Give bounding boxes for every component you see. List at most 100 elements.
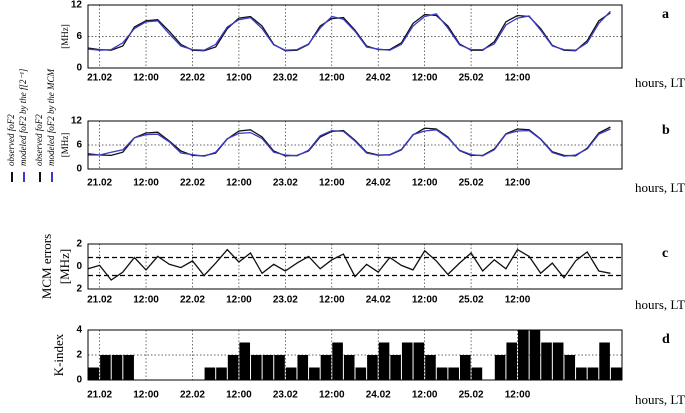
data-line <box>87 248 611 281</box>
panel-label: a <box>662 7 669 22</box>
x-tick-label: 12:00 <box>133 390 159 401</box>
y-axis-label: K-index <box>51 333 66 376</box>
y-tick-label: 0 <box>76 164 82 175</box>
bar <box>367 355 378 380</box>
plot-frame <box>87 4 623 69</box>
x-tick-label: 24.02 <box>366 178 391 189</box>
x-tick-label: 12:00 <box>319 73 345 84</box>
bar <box>227 355 239 380</box>
bar <box>390 355 401 380</box>
bar <box>459 355 471 380</box>
x-tick-label: 12:00 <box>226 390 252 401</box>
y-tick-label: 12 <box>71 116 83 127</box>
data-line <box>87 126 611 157</box>
x-tick-label: 22.02 <box>180 390 205 401</box>
y-tick-label: 2 <box>76 284 82 295</box>
x-tick-label: 24.02 <box>366 390 391 401</box>
plot-frame <box>87 120 623 170</box>
x-tick-label: 25.02 <box>459 390 484 401</box>
bar <box>576 367 587 380</box>
bar <box>518 330 529 380</box>
bar <box>100 355 111 380</box>
y-tick-label: 6 <box>76 31 82 42</box>
x-tick-label: 24.02 <box>366 73 391 84</box>
panel-label: b <box>662 123 670 138</box>
y-tick-label: 12 <box>71 0 83 11</box>
x-tick-label: 21.02 <box>87 390 112 401</box>
bar <box>320 355 332 380</box>
x-tick-label: 22.02 <box>180 178 205 189</box>
y-tick-label: 0 <box>76 261 82 272</box>
x-tick-label: 23.02 <box>273 390 298 401</box>
bar <box>332 342 343 380</box>
bar <box>251 355 262 380</box>
bar <box>494 355 506 380</box>
y-axis-label: [MHz] <box>57 249 72 284</box>
bar <box>448 367 459 380</box>
bar <box>413 342 425 380</box>
plot-frame <box>87 243 623 290</box>
bar <box>343 355 355 380</box>
x-tick-label: 23.02 <box>273 73 298 84</box>
x-tick-label: 12:00 <box>226 295 252 306</box>
x-tick-label: 12:00 <box>505 295 531 306</box>
x-axis-label: hours, LT <box>635 180 685 195</box>
x-tick-label: 25.02 <box>459 295 484 306</box>
y-tick-label: 6 <box>76 140 82 151</box>
data-line <box>87 12 611 52</box>
x-tick-label: 23.02 <box>273 178 298 189</box>
y-tick-label: 0 <box>76 63 82 74</box>
x-tick-label: 12:00 <box>505 178 531 189</box>
x-tick-label: 21.02 <box>87 178 112 189</box>
bar <box>309 367 320 380</box>
bar <box>88 367 100 380</box>
bar <box>471 367 483 380</box>
y-tick-label: 4 <box>76 325 82 336</box>
x-tick-label: 12:00 <box>505 390 531 401</box>
bar <box>355 367 367 380</box>
panel-label: d <box>662 332 670 347</box>
x-tick-label: 12:00 <box>412 390 438 401</box>
x-tick-label: 22.02 <box>180 295 205 306</box>
x-tick-label: 12:00 <box>505 73 531 84</box>
x-axis-label: hours, LT <box>635 75 685 90</box>
x-tick-label: 12:00 <box>412 178 438 189</box>
legend-label: observed foF2 <box>34 114 44 166</box>
bar <box>262 355 274 380</box>
bar <box>401 342 413 380</box>
y-tick-label: 0 <box>76 375 82 386</box>
data-line <box>88 128 611 157</box>
bar <box>216 367 227 380</box>
y-axis-label: MCM errors <box>39 234 54 299</box>
bar <box>111 355 123 380</box>
x-tick-label: 12:00 <box>319 178 345 189</box>
x-axis-label: hours, LT <box>635 297 685 312</box>
x-tick-label: 12:00 <box>133 178 159 189</box>
legend-label: modeled foF2 by the f[2⁻¹] <box>18 68 28 166</box>
x-tick-label: 12:00 <box>133 73 159 84</box>
bar <box>599 342 610 380</box>
y-axis-label: [MHz] <box>60 24 70 49</box>
bar <box>285 367 297 380</box>
bar <box>425 355 436 380</box>
x-tick-label: 25.02 <box>459 178 484 189</box>
legend-label: modeled foF2 by the MCM <box>46 69 56 166</box>
plot-frame <box>87 329 623 381</box>
x-tick-label: 12:00 <box>319 390 345 401</box>
bar <box>541 342 552 380</box>
bar <box>552 342 564 380</box>
bar <box>587 367 599 380</box>
x-tick-label: 21.02 <box>87 73 112 84</box>
bar <box>378 342 390 380</box>
x-tick-label: 21.02 <box>87 295 112 306</box>
legend-label: observed foF2 <box>6 114 16 166</box>
y-tick-label: 2 <box>76 350 82 361</box>
x-tick-label: 12:00 <box>133 295 159 306</box>
bar <box>506 342 518 380</box>
x-tick-label: 12:00 <box>319 295 345 306</box>
data-line <box>87 10 611 51</box>
bar <box>123 355 134 380</box>
bar <box>297 355 309 380</box>
bar <box>564 355 576 380</box>
